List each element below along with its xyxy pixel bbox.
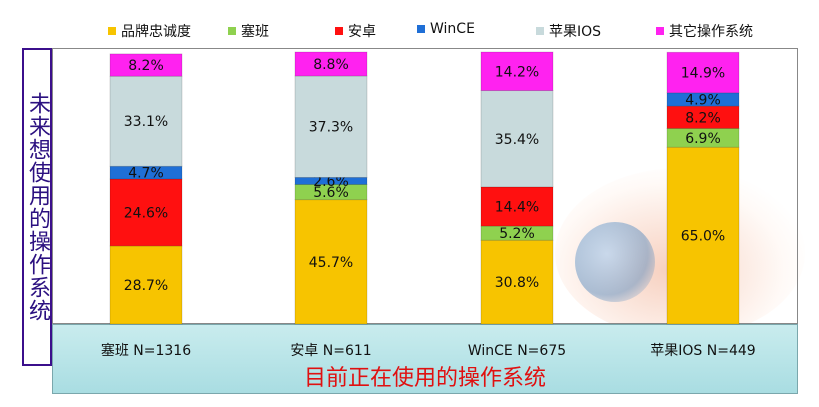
category-tick-label: 苹果IOS N=449 bbox=[650, 343, 755, 359]
bar-segment bbox=[480, 90, 554, 188]
data-label: 65.0% bbox=[681, 229, 725, 245]
legend-item: 安卓 bbox=[335, 21, 376, 41]
y-axis-label-box: 未来想使用的操作系统 bbox=[22, 48, 52, 366]
category-tick-label: 安卓 N=611 bbox=[290, 343, 371, 359]
data-label: 4.7% bbox=[128, 166, 164, 182]
bar-segment bbox=[480, 51, 554, 92]
y-axis-label: 未来想使用的操作系统 bbox=[25, 92, 50, 322]
category-tick-label: WinCE N=675 bbox=[468, 343, 566, 359]
legend-swatch bbox=[335, 27, 343, 35]
data-label: 8.2% bbox=[685, 110, 721, 126]
data-label: 14.2% bbox=[495, 64, 539, 80]
data-label: 14.9% bbox=[681, 66, 725, 82]
legend-swatch bbox=[536, 27, 544, 35]
bar-segment bbox=[109, 75, 183, 167]
legend-label: 其它操作系统 bbox=[669, 24, 753, 40]
category-tick-label: 塞班 N=1316 bbox=[101, 342, 191, 359]
bar-segment bbox=[480, 186, 554, 227]
data-label: 5.6% bbox=[313, 185, 349, 201]
bar-segment bbox=[109, 165, 183, 180]
legend-swatch bbox=[108, 27, 116, 35]
legend-item: WinCE bbox=[417, 21, 475, 37]
legend-label: 品牌忠诚度 bbox=[121, 24, 191, 40]
legend-swatch bbox=[228, 27, 236, 35]
chart-legend: 品牌忠诚度 塞班 安卓 WinCE 苹果IOS 其它操作系统 bbox=[0, 0, 819, 44]
decorative-globe-icon bbox=[575, 222, 655, 302]
data-label: 35.4% bbox=[495, 132, 539, 148]
legend-swatch bbox=[417, 25, 425, 33]
bar-segment bbox=[109, 53, 183, 77]
bar-segment bbox=[294, 75, 368, 178]
data-label: 6.9% bbox=[685, 131, 721, 147]
bar-segment bbox=[109, 178, 183, 247]
legend-label: WinCE bbox=[430, 21, 475, 37]
x-axis-label: 目前正在使用的操作系统 bbox=[303, 366, 546, 391]
legend-item: 塞班 bbox=[228, 21, 269, 41]
bar-segment bbox=[666, 51, 740, 94]
legend-label: 安卓 bbox=[348, 24, 376, 40]
bar-segment bbox=[294, 51, 368, 77]
data-label: 28.7% bbox=[124, 278, 168, 294]
data-label: 37.3% bbox=[309, 120, 353, 136]
data-label: 30.8% bbox=[495, 275, 539, 291]
data-label: 8.2% bbox=[128, 58, 164, 74]
legend-item: 其它操作系统 bbox=[656, 21, 753, 41]
data-label: 14.4% bbox=[495, 199, 539, 215]
data-label: 4.9% bbox=[685, 92, 721, 108]
legend-label: 苹果IOS bbox=[549, 24, 602, 40]
legend-swatch bbox=[656, 27, 664, 35]
data-label: 33.1% bbox=[124, 114, 168, 130]
data-label: 45.7% bbox=[309, 255, 353, 271]
data-label: 8.8% bbox=[313, 57, 349, 73]
plot-area bbox=[52, 48, 798, 324]
legend-label: 塞班 bbox=[241, 24, 269, 40]
x-axis-band bbox=[52, 324, 798, 394]
legend-item: 苹果IOS bbox=[536, 21, 601, 41]
bar-segment bbox=[294, 199, 368, 325]
data-label: 5.2% bbox=[499, 226, 535, 242]
bar-segment bbox=[666, 146, 740, 325]
legend-item: 品牌忠诚度 bbox=[108, 21, 191, 41]
data-label: 24.6% bbox=[124, 205, 168, 221]
bar-segment bbox=[480, 239, 554, 325]
data-label: 2.6% bbox=[313, 174, 349, 190]
